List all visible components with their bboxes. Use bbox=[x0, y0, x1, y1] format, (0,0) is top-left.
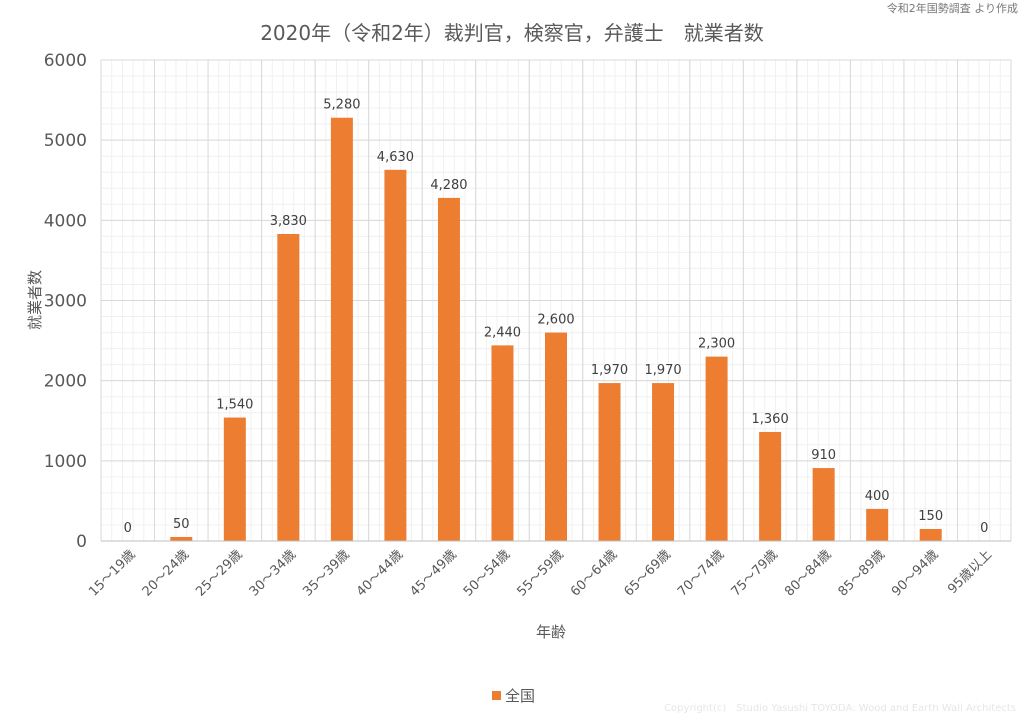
data-label: 4,630 bbox=[377, 150, 414, 165]
bar-55～59歳 bbox=[545, 332, 567, 541]
bar-40～44歳 bbox=[384, 169, 407, 541]
bar-45～49歳 bbox=[437, 197, 460, 542]
data-label: 3,830 bbox=[270, 214, 307, 229]
bar-85～89歳 bbox=[866, 508, 889, 541]
data-label: 4,280 bbox=[430, 178, 467, 193]
bar-20～24歳 bbox=[170, 536, 193, 541]
data-label: 150 bbox=[918, 509, 943, 524]
x-tick-label: 90～94歳 bbox=[889, 547, 941, 599]
x-tick-label: 35～39歳 bbox=[300, 547, 352, 599]
x-tick-label: 85～89歳 bbox=[836, 547, 888, 599]
y-axis-title: 就業者数 bbox=[26, 270, 44, 330]
data-label: 1,970 bbox=[644, 363, 681, 378]
legend-label: 全国 bbox=[505, 687, 535, 705]
x-tick-label: 55～59歳 bbox=[514, 547, 566, 599]
x-tick-label: 30～34歳 bbox=[247, 547, 299, 599]
bar-75～79歳 bbox=[759, 431, 782, 541]
y-tick-label: 4000 bbox=[44, 211, 87, 231]
data-label: 2,600 bbox=[537, 313, 574, 328]
source-note: 令和2年国勢調査 より作成 bbox=[886, 2, 1018, 15]
x-tick-label: 40～44歳 bbox=[354, 547, 406, 599]
bar-35～39歳 bbox=[330, 117, 353, 541]
data-label: 2,300 bbox=[698, 337, 735, 352]
data-label: 50 bbox=[173, 517, 190, 532]
bar-30～34歳 bbox=[277, 233, 300, 541]
data-label: 0 bbox=[980, 521, 988, 536]
data-label: 1,360 bbox=[752, 412, 789, 427]
data-label: 5,280 bbox=[323, 98, 360, 113]
x-tick-label: 80～84歳 bbox=[782, 547, 834, 599]
x-tick-label: 60～64歳 bbox=[568, 547, 620, 599]
x-tick-label: 50～54歳 bbox=[461, 547, 513, 599]
copyright: Copyright(c) Studio Yasushi TOYODA: Wood… bbox=[664, 703, 1016, 714]
x-axis-title: 年齢 bbox=[536, 623, 566, 641]
bar-70～74歳 bbox=[705, 356, 728, 541]
x-tick-label: 15～19歳 bbox=[86, 547, 138, 599]
y-tick-label: 0 bbox=[76, 532, 87, 552]
x-tick-label: 70～74歳 bbox=[675, 547, 727, 599]
y-tick-label: 2000 bbox=[44, 372, 87, 392]
bar-50～54歳 bbox=[491, 345, 514, 541]
data-label: 2,440 bbox=[484, 325, 521, 340]
y-tick-label: 6000 bbox=[44, 51, 87, 71]
data-label: 1,970 bbox=[591, 363, 628, 378]
x-tick-label: 95歳以上 bbox=[945, 547, 995, 597]
x-tick-label: 75～79歳 bbox=[729, 547, 781, 599]
data-label: 910 bbox=[811, 448, 836, 463]
x-tick-label: 20～24歳 bbox=[140, 547, 192, 599]
bar-60～64歳 bbox=[598, 383, 621, 541]
bar-80～84歳 bbox=[812, 468, 835, 541]
y-tick-label: 1000 bbox=[44, 452, 87, 472]
x-tick-label: 45～49歳 bbox=[407, 547, 459, 599]
legend-swatch bbox=[492, 691, 501, 700]
y-tick-label: 3000 bbox=[44, 292, 87, 312]
x-tick-label: 65～69歳 bbox=[621, 547, 673, 599]
bar-25～29歳 bbox=[223, 417, 246, 541]
data-label: 1,540 bbox=[216, 398, 253, 413]
data-label: 0 bbox=[124, 521, 132, 536]
x-tick-label: 25～29歳 bbox=[193, 547, 245, 599]
y-tick-label: 5000 bbox=[44, 131, 87, 151]
bar-65～69歳 bbox=[652, 383, 675, 541]
chart-title: 2020年（令和2年）裁判官，検察官，弁護士 就業者数 bbox=[260, 21, 764, 45]
bar-90～94歳 bbox=[919, 528, 942, 541]
data-label: 400 bbox=[865, 489, 890, 504]
